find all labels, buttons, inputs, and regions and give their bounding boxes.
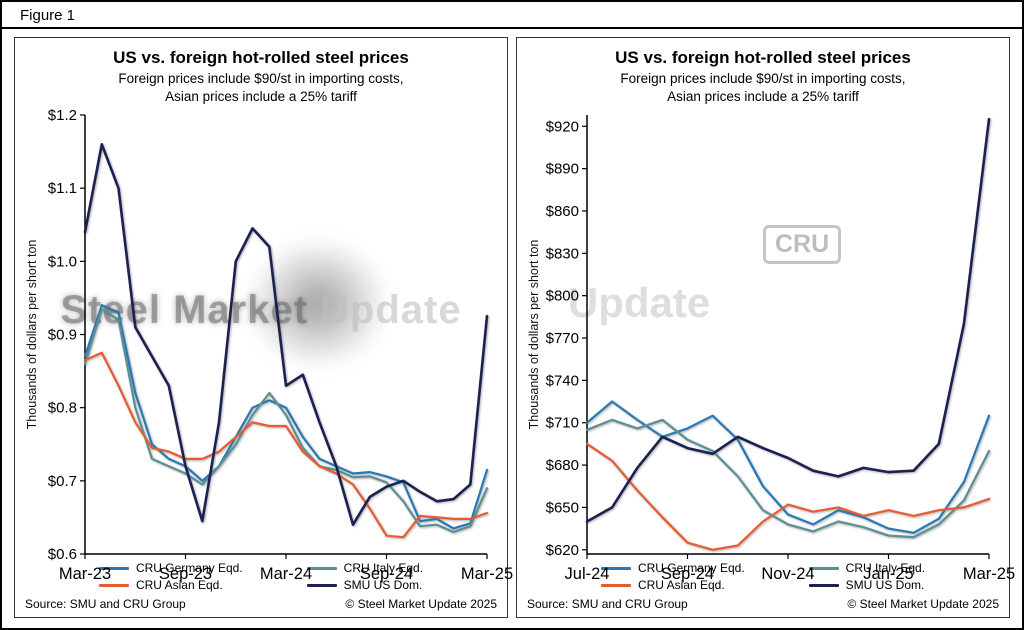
- legend-label: SMU US Dom.: [845, 578, 925, 592]
- series-line-smu-us-dom: [83, 143, 489, 527]
- y-tick-label: $0.9: [48, 327, 77, 344]
- y-tick-label: $770: [546, 330, 579, 347]
- x-tick-label: Mar-25: [963, 565, 1015, 583]
- x-tick-label: Jan-25: [863, 565, 913, 583]
- series-line-cru-asian-eqd: [83, 351, 489, 539]
- legend-item-cru-italy-eqd: CRU Italy Eqd.: [306, 561, 424, 575]
- chart-subtitle: Foreign prices include $90/st in importi…: [23, 70, 499, 105]
- series-line-cru-germany-eqd: [83, 304, 489, 530]
- chart-subtitle-line1: Foreign prices include $90/st in importi…: [620, 71, 906, 86]
- y-tick-label: $620: [546, 542, 579, 559]
- chart-subtitle-line2: Asian prices include a 25% tariff: [667, 88, 859, 104]
- legend-swatch: [600, 566, 631, 570]
- figure-header: Figure 1: [2, 2, 1022, 29]
- x-tick-label: Nov-24: [761, 565, 814, 583]
- source-text: Source: SMU and CRU Group: [527, 597, 688, 611]
- y-tick-label: $830: [546, 245, 579, 262]
- x-tick-label: Sep-24: [360, 565, 413, 583]
- y-tick-label: $0.8: [48, 400, 77, 417]
- chart-legend: CRU Germany Eqd. CRU Italy Eqd. CRU Asian …: [525, 561, 1001, 592]
- panel-footer: Source: SMU and CRU Group © Steel Market…: [525, 597, 1001, 613]
- legend-item-smu-us-dom: SMU US Dom.: [306, 578, 423, 592]
- legend-item-cru-asian-eqd: CRU Asian Eqd.: [98, 578, 243, 592]
- legend-label: CRU Germany Eqd.: [637, 561, 745, 575]
- source-text: Source: SMU and CRU Group: [25, 597, 186, 611]
- x-tick-label: Sep-23: [159, 565, 212, 583]
- chart-panels: US vs. foreign hot-rolled steel prices F…: [2, 29, 1022, 628]
- y-tick-label: $1.1: [48, 180, 77, 197]
- x-tick-label: Mar-23: [59, 565, 111, 583]
- legend-swatch: [306, 583, 337, 587]
- series-line-cru-italy-eqd: [83, 307, 489, 534]
- x-tick-label: Jul-24: [565, 565, 610, 583]
- chart-legend: CRU Germany Eqd. CRU Italy Eqd. CRU Asian …: [23, 561, 499, 592]
- legend-item-cru-germany-eqd: CRU Germany Eqd.: [600, 561, 745, 575]
- legend-item-cru-italy-eqd: CRU Italy Eqd.: [808, 561, 926, 575]
- legend-item-cru-asian-eqd: CRU Asian Eqd.: [600, 578, 745, 592]
- legend-label: CRU Italy Eqd.: [343, 561, 424, 575]
- y-tick-label: $0.7: [48, 473, 77, 490]
- legend-label: CRU Italy Eqd.: [845, 561, 926, 575]
- legend-swatch: [306, 566, 337, 570]
- chart-title: US vs. foreign hot-rolled steel prices: [113, 48, 409, 67]
- y-axis-title: Thousands of dollars per short ton: [527, 240, 541, 430]
- series-line-smu-us-dom: [585, 117, 991, 523]
- legend-swatch: [98, 583, 129, 587]
- y-tick-label: $0.6: [48, 546, 77, 563]
- x-tick-label: Mar-25: [461, 565, 513, 583]
- chart-panel-left: US vs. foreign hot-rolled steel prices F…: [14, 37, 513, 618]
- legend-swatch: [808, 566, 839, 570]
- y-tick-label: $920: [546, 118, 579, 135]
- series-line-cru-germany-eqd: [585, 400, 991, 534]
- legend-item-cru-germany-eqd: CRU Germany Eqd.: [98, 561, 243, 575]
- legend-label: SMU US Dom.: [343, 578, 423, 592]
- legend-swatch: [808, 583, 839, 587]
- y-tick-label: $680: [546, 457, 579, 474]
- chart-panel-right: US vs. foreign hot-rolled steel prices F…: [516, 37, 1015, 618]
- chart-title: US vs. foreign hot-rolled steel prices: [615, 48, 911, 67]
- y-tick-label: $710: [546, 415, 579, 432]
- series-line-cru-italy-eqd: [585, 418, 991, 539]
- series-group: [83, 143, 489, 539]
- chart-subtitle-line1: Foreign prices include $90/st in importi…: [118, 71, 404, 86]
- figure-label: Figure 1: [20, 7, 76, 24]
- x-tick-label: Sep-24: [661, 565, 714, 583]
- legend-label: CRU Asian Eqd.: [135, 578, 223, 592]
- legend-swatch: [600, 583, 631, 587]
- legend-label: CRU Asian Eqd.: [637, 578, 725, 592]
- chart-area: CRU Update $620 $650 $680 $710 $740 $770 $800 $…: [525, 107, 1015, 583]
- chart-subtitle: Foreign prices include $90/st in importi…: [525, 70, 1001, 105]
- y-tick-label: $860: [546, 203, 579, 220]
- y-tick-label: $1.2: [48, 107, 77, 124]
- legend-swatch: [98, 566, 129, 570]
- x-tick-label: Mar-24: [260, 565, 312, 583]
- chart-subtitle-line2: Asian prices include a 25% tariff: [165, 88, 357, 104]
- y-tick-label: $650: [546, 500, 579, 517]
- y-axis-title: Thousands of dollars per short ton: [25, 240, 39, 430]
- series-group: [585, 117, 991, 551]
- price-chart-left: $0.6 $0.7 $0.8 $0.9 $1.0 $1.1 $1.2 Mar-23 Sep-23…: [25, 107, 513, 583]
- y-tick-label: $1.0: [48, 253, 77, 270]
- y-tick-label: $740: [546, 372, 579, 389]
- price-chart-right: $620 $650 $680 $710 $740 $770 $800 $830 $860 $890…: [527, 115, 1015, 583]
- copyright-text: © Steel Market Update 2025: [847, 597, 999, 611]
- y-tick-label: $800: [546, 288, 579, 305]
- legend-label: CRU Germany Eqd.: [135, 561, 243, 575]
- y-tick-label: $890: [546, 161, 579, 178]
- panel-footer: Source: SMU and CRU Group © Steel Market…: [23, 597, 499, 613]
- copyright-text: © Steel Market Update 2025: [345, 597, 497, 611]
- series-line-cru-asian-eqd: [585, 442, 991, 551]
- chart-area: Steel Market Update $0.6 $0.7 $0.8 $0.9 $1.0 $…: [23, 107, 513, 583]
- legend-item-smu-us-dom: SMU US Dom.: [808, 578, 925, 592]
